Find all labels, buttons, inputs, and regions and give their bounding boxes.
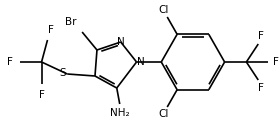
Text: F: F	[7, 57, 13, 67]
Text: F: F	[258, 83, 264, 93]
Text: F: F	[258, 31, 264, 41]
Text: F: F	[47, 25, 53, 35]
Text: F: F	[39, 90, 44, 100]
Text: F: F	[273, 57, 279, 67]
Text: Cl: Cl	[158, 5, 169, 15]
Text: Br: Br	[66, 17, 77, 27]
Text: S: S	[59, 68, 66, 78]
Text: Cl: Cl	[158, 109, 169, 119]
Text: N: N	[137, 57, 144, 67]
Text: N: N	[117, 37, 125, 47]
Text: NH₂: NH₂	[110, 108, 129, 118]
